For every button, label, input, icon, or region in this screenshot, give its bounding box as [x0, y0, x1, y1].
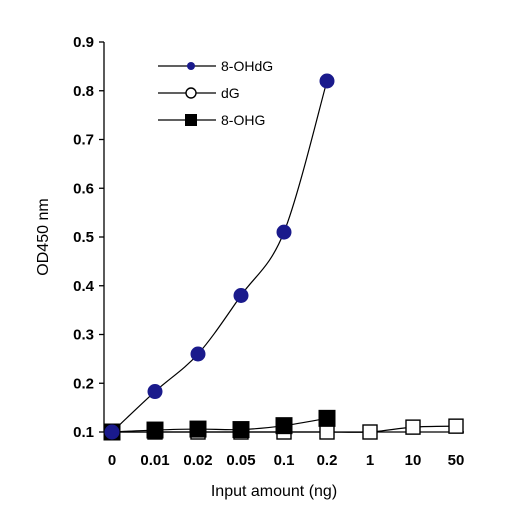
legend-item: 8-OHdG — [158, 58, 273, 74]
y-tick-label: 0.7 — [73, 132, 94, 149]
data-point — [146, 421, 164, 439]
y-tick-label: 0.1 — [73, 424, 94, 441]
x-tick-label: 0 — [108, 452, 116, 469]
data-point — [319, 73, 335, 89]
data-point — [104, 424, 120, 440]
x-tick-label: 0.02 — [183, 452, 212, 469]
x-tick-label: 0.05 — [226, 452, 255, 469]
data-point — [319, 424, 335, 440]
series-line — [111, 417, 328, 433]
data-point — [190, 346, 206, 362]
data-point — [276, 224, 292, 240]
data-point — [318, 409, 336, 427]
x-tick-label: 10 — [405, 452, 422, 469]
axes: 0.1 0.2 0.3 0.4 0.5 0.6 0.7 0.8 0.9 0 0.01 0.02 0.05… — [73, 34, 464, 469]
y-tick-label: 0.4 — [73, 278, 95, 295]
series-8-ohg — [103, 409, 336, 441]
x-tick-label: 1 — [366, 452, 374, 469]
x-tick-label: 50 — [448, 452, 465, 469]
y-tick-label: 0.3 — [73, 327, 94, 344]
series-line — [111, 80, 328, 433]
data-point — [232, 421, 250, 439]
series-layer — [103, 73, 464, 441]
y-tick-label: 0.9 — [73, 34, 94, 51]
y-tick-label: 0.5 — [73, 229, 94, 246]
data-point — [448, 418, 464, 434]
legend-label: 8-OHdG — [221, 58, 273, 74]
legend-label: dG — [221, 85, 240, 101]
legend-label: 8-OHG — [221, 112, 265, 128]
legend-item: dG — [158, 85, 240, 101]
y-axis-title: OD450 nm — [35, 198, 52, 275]
x-tick-label: 0.01 — [140, 452, 169, 469]
legend-marker — [187, 62, 195, 70]
legend-marker — [185, 87, 197, 99]
data-point — [405, 419, 421, 435]
x-tick-label: 0.1 — [274, 452, 295, 469]
data-point — [362, 424, 378, 440]
y-tick-label: 0.8 — [73, 83, 94, 100]
data-point — [233, 288, 249, 303]
legend-marker — [185, 114, 197, 126]
y-tick-label: 0.2 — [73, 375, 94, 392]
legend: 8-OHdG dG 8-OHG — [158, 58, 273, 128]
x-axis-title: Input amount (ng) — [211, 483, 337, 500]
x-tick-label: 0.2 — [317, 452, 338, 469]
data-point — [189, 420, 207, 438]
series-8-ohdg — [104, 73, 335, 440]
y-tick-label: 0.6 — [73, 180, 94, 197]
data-point — [147, 384, 163, 400]
data-point — [275, 417, 293, 435]
legend-item: 8-OHG — [158, 112, 265, 128]
